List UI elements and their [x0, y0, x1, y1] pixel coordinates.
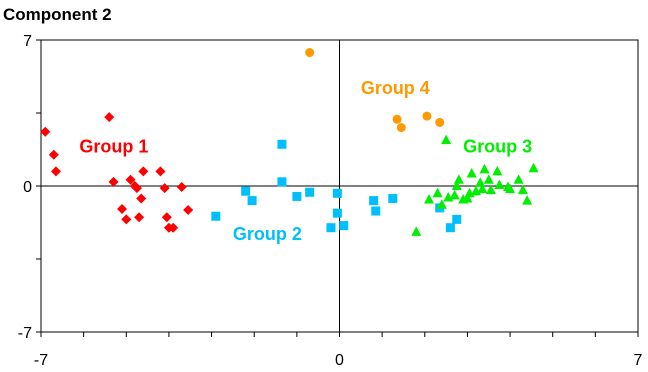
data-point-group-4	[392, 114, 402, 124]
data-points	[40, 48, 539, 236]
data-point-group-1	[176, 182, 187, 193]
y-tick-label: 0	[23, 179, 32, 196]
data-point-group-2	[332, 188, 342, 198]
data-point-group-2	[388, 194, 398, 204]
data-point-group-3	[477, 183, 488, 194]
data-point-group-4	[396, 123, 406, 133]
data-point-group-2	[241, 186, 251, 196]
data-point-group-4	[305, 48, 315, 58]
data-point-group-1	[121, 214, 132, 225]
group-label-group-3: Group 3	[463, 136, 532, 156]
data-point-group-3	[436, 199, 447, 209]
data-point-group-1	[134, 212, 145, 223]
data-point-group-3	[451, 180, 462, 190]
x-tick-label: 7	[634, 352, 643, 369]
data-point-group-3	[522, 195, 533, 205]
x-tick-label: 0	[335, 352, 344, 369]
data-point-group-3	[479, 163, 490, 174]
x-tick-label: -7	[34, 352, 48, 369]
data-point-group-1	[159, 183, 170, 194]
data-point-group-3	[441, 134, 452, 145]
data-point-group-3	[449, 189, 460, 200]
data-point-group-3	[462, 193, 473, 203]
data-point-group-3	[494, 179, 505, 189]
ticks	[36, 39, 639, 337]
data-point-group-1	[108, 176, 119, 187]
group-label-group-2: Group 2	[233, 224, 302, 244]
chart-title: Component 2	[3, 5, 112, 24]
data-point-group-1	[168, 222, 179, 233]
data-point-group-1	[117, 203, 128, 214]
data-point-group-3	[528, 162, 539, 173]
data-point-group-2	[339, 221, 349, 231]
tick-labels: -7 0 7 7 0 -7	[18, 33, 643, 369]
data-point-group-1	[48, 149, 59, 160]
axes	[41, 40, 638, 332]
data-point-group-2	[371, 206, 381, 216]
data-point-group-2	[332, 208, 342, 218]
data-point-group-1	[50, 166, 61, 177]
data-point-group-1	[40, 126, 51, 137]
group-label-group-1: Group 1	[79, 136, 148, 156]
data-point-group-3	[453, 174, 464, 184]
data-point-group-2	[445, 223, 455, 233]
group-label-group-4: Group 4	[361, 78, 430, 98]
data-point-group-3	[466, 167, 477, 178]
data-point-group-3	[411, 226, 422, 236]
data-point-group-3	[424, 194, 435, 204]
data-point-group-3	[517, 184, 528, 195]
data-point-group-4	[422, 111, 432, 121]
data-point-group-2	[277, 177, 287, 187]
group-labels: Group 1 Group 2 Group 3 Group 4	[79, 78, 532, 244]
data-point-group-3	[485, 184, 496, 195]
data-point-group-2	[277, 139, 287, 149]
data-point-group-1	[183, 204, 194, 215]
y-tick-label: 7	[23, 33, 32, 50]
data-point-group-1	[136, 193, 147, 204]
y-tick-label: -7	[18, 325, 32, 342]
data-point-group-2	[305, 187, 315, 197]
data-point-group-3	[492, 165, 503, 176]
data-point-group-1	[155, 166, 166, 177]
data-point-group-3	[505, 183, 516, 194]
data-point-group-2	[292, 191, 302, 201]
data-point-group-4	[435, 117, 445, 127]
data-point-group-1	[161, 212, 172, 223]
data-point-group-2	[326, 223, 336, 233]
data-point-group-1	[125, 174, 136, 185]
data-point-group-3	[483, 174, 494, 184]
data-point-group-2	[452, 214, 462, 224]
data-point-group-2	[211, 211, 221, 221]
data-point-group-2	[369, 196, 379, 206]
data-point-group-3	[432, 187, 443, 198]
data-point-group-3	[513, 174, 524, 184]
data-point-group-1	[138, 166, 149, 177]
data-point-group-2	[247, 196, 257, 206]
data-point-group-1	[104, 112, 115, 123]
data-point-group-1	[131, 183, 142, 194]
